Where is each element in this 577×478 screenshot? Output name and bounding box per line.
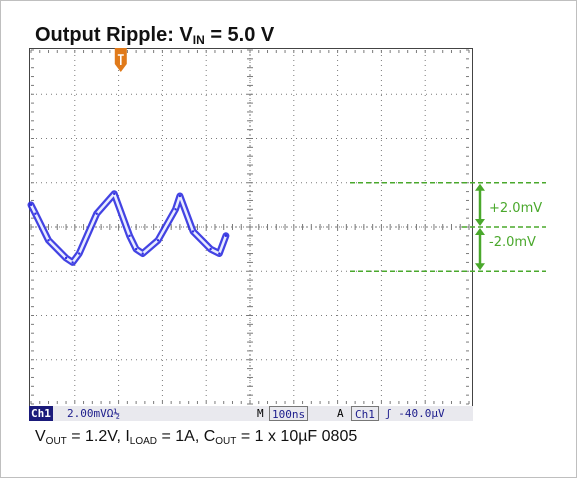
annotation-positive: +2.0mV bbox=[489, 201, 543, 216]
chart-title: Output Ripple: VIN = 5.0 V bbox=[35, 24, 275, 47]
trigger-tag: A bbox=[337, 407, 344, 420]
waveform-point bbox=[29, 203, 33, 207]
waveform-point bbox=[113, 192, 116, 196]
waveform-point bbox=[191, 230, 195, 233]
waveform-point bbox=[141, 252, 144, 255]
timebase-value: 100ns bbox=[269, 406, 309, 421]
scope-status-bar: Ch1 2.00mVΩ½ M 100ns A Ch1 ʃ -40.0µV bbox=[29, 406, 473, 421]
waveform-point bbox=[71, 261, 74, 264]
channel-tag: Ch1 bbox=[29, 406, 53, 421]
trigger-marker-glyph bbox=[117, 54, 124, 65]
waveform-point bbox=[218, 252, 221, 255]
waveform-point bbox=[134, 247, 138, 251]
waveform-point bbox=[34, 212, 37, 215]
arrow-down-head-top bbox=[475, 228, 485, 235]
waveform-point bbox=[209, 247, 212, 251]
waveform-point bbox=[47, 239, 50, 242]
channel-scale: 2.00mVΩ½ bbox=[67, 407, 120, 420]
waveform-point bbox=[95, 212, 98, 215]
arrow-up-head-bottom bbox=[475, 219, 485, 226]
waveform-point bbox=[178, 194, 182, 198]
waveform-point bbox=[224, 234, 228, 238]
annotation-negative: -2.0mV bbox=[489, 235, 536, 250]
waveform-core bbox=[29, 192, 228, 264]
arrow-up-head-top bbox=[475, 183, 485, 191]
timebase-tag: M bbox=[257, 407, 264, 420]
waveform-point bbox=[174, 208, 177, 211]
waveform-point bbox=[156, 239, 160, 242]
caption: VOUT = 1.2V, ILOAD = 1A, COUT = 1 x 10µF… bbox=[35, 428, 358, 447]
waveform-point bbox=[128, 234, 131, 238]
trigger-channel: Ch1 bbox=[351, 406, 379, 421]
trigger-level: ʃ -40.0µV bbox=[385, 407, 445, 420]
arrow-down-head-bottom bbox=[475, 263, 485, 271]
waveform-point bbox=[64, 256, 68, 260]
waveform-point bbox=[77, 252, 81, 255]
